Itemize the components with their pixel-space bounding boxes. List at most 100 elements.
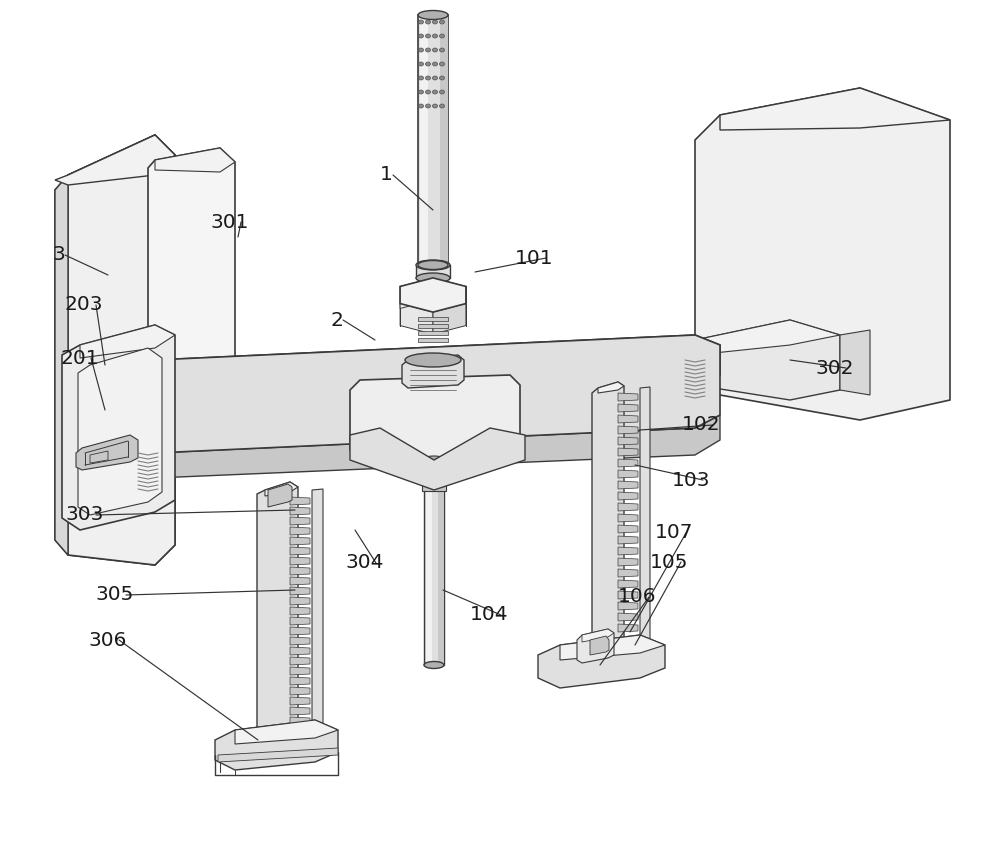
Polygon shape — [290, 577, 310, 585]
Polygon shape — [618, 624, 638, 632]
Polygon shape — [290, 667, 310, 675]
Polygon shape — [433, 278, 466, 309]
Text: 303: 303 — [65, 505, 103, 525]
Polygon shape — [290, 617, 310, 625]
Polygon shape — [420, 15, 428, 265]
Ellipse shape — [426, 76, 430, 80]
Polygon shape — [55, 135, 175, 185]
Polygon shape — [290, 627, 310, 635]
Polygon shape — [618, 525, 638, 533]
Polygon shape — [78, 348, 162, 515]
Polygon shape — [418, 15, 448, 265]
Polygon shape — [148, 148, 235, 400]
Polygon shape — [618, 580, 638, 588]
Text: 106: 106 — [618, 588, 656, 606]
Polygon shape — [400, 304, 433, 334]
Text: 105: 105 — [650, 553, 688, 572]
Polygon shape — [640, 387, 650, 645]
Polygon shape — [400, 278, 433, 309]
Polygon shape — [618, 602, 638, 610]
Polygon shape — [155, 148, 235, 172]
Polygon shape — [290, 517, 310, 525]
Polygon shape — [618, 514, 638, 522]
Polygon shape — [235, 720, 338, 744]
Polygon shape — [130, 335, 720, 393]
Ellipse shape — [426, 104, 430, 108]
Polygon shape — [90, 451, 108, 463]
Polygon shape — [618, 591, 638, 599]
Polygon shape — [290, 727, 310, 735]
Ellipse shape — [418, 260, 448, 270]
Polygon shape — [560, 635, 665, 660]
Text: 2: 2 — [330, 310, 343, 330]
Ellipse shape — [426, 62, 430, 66]
Polygon shape — [695, 88, 950, 420]
Text: 301: 301 — [210, 213, 248, 232]
Polygon shape — [618, 481, 638, 489]
Ellipse shape — [426, 90, 430, 94]
Polygon shape — [618, 426, 638, 434]
Text: 306: 306 — [88, 631, 126, 650]
Text: 107: 107 — [655, 523, 694, 543]
Ellipse shape — [418, 62, 424, 66]
Polygon shape — [418, 338, 448, 342]
Ellipse shape — [440, 48, 444, 52]
Polygon shape — [618, 470, 638, 478]
Ellipse shape — [440, 90, 444, 94]
Polygon shape — [618, 536, 638, 544]
Polygon shape — [68, 135, 175, 565]
Polygon shape — [618, 547, 638, 555]
Polygon shape — [592, 382, 624, 655]
Polygon shape — [290, 507, 310, 515]
Ellipse shape — [432, 48, 438, 52]
Polygon shape — [130, 415, 720, 478]
Polygon shape — [618, 613, 638, 621]
Polygon shape — [618, 415, 638, 423]
Polygon shape — [55, 135, 175, 565]
Polygon shape — [290, 657, 310, 665]
Ellipse shape — [432, 34, 438, 38]
Polygon shape — [215, 720, 338, 770]
Polygon shape — [290, 597, 310, 605]
Polygon shape — [438, 440, 444, 665]
Ellipse shape — [418, 20, 424, 24]
Polygon shape — [400, 278, 466, 312]
Ellipse shape — [418, 10, 448, 20]
Polygon shape — [695, 320, 840, 400]
Polygon shape — [290, 647, 310, 655]
Ellipse shape — [422, 456, 446, 464]
Polygon shape — [840, 330, 870, 395]
Polygon shape — [265, 482, 298, 496]
Polygon shape — [218, 748, 338, 762]
Polygon shape — [290, 677, 310, 685]
Text: 201: 201 — [60, 349, 99, 367]
Polygon shape — [55, 175, 68, 555]
Polygon shape — [290, 527, 310, 535]
Text: 103: 103 — [672, 471, 710, 489]
Polygon shape — [402, 355, 464, 388]
Polygon shape — [695, 320, 840, 355]
Text: 203: 203 — [65, 295, 104, 315]
Polygon shape — [618, 437, 638, 445]
Text: 104: 104 — [470, 605, 509, 624]
Ellipse shape — [418, 76, 424, 80]
Ellipse shape — [416, 273, 450, 283]
Ellipse shape — [422, 478, 446, 486]
Polygon shape — [598, 382, 624, 393]
Ellipse shape — [432, 76, 438, 80]
Polygon shape — [582, 629, 614, 642]
Polygon shape — [76, 435, 138, 470]
Polygon shape — [350, 428, 525, 490]
Polygon shape — [290, 607, 310, 615]
Text: 304: 304 — [345, 554, 384, 572]
Polygon shape — [290, 567, 310, 575]
Polygon shape — [577, 629, 614, 663]
Polygon shape — [618, 459, 638, 467]
Polygon shape — [618, 569, 638, 577]
Text: 1: 1 — [380, 165, 393, 185]
Polygon shape — [422, 482, 446, 491]
Ellipse shape — [418, 48, 424, 52]
Polygon shape — [290, 547, 310, 555]
Text: 305: 305 — [95, 585, 133, 605]
Ellipse shape — [440, 62, 444, 66]
